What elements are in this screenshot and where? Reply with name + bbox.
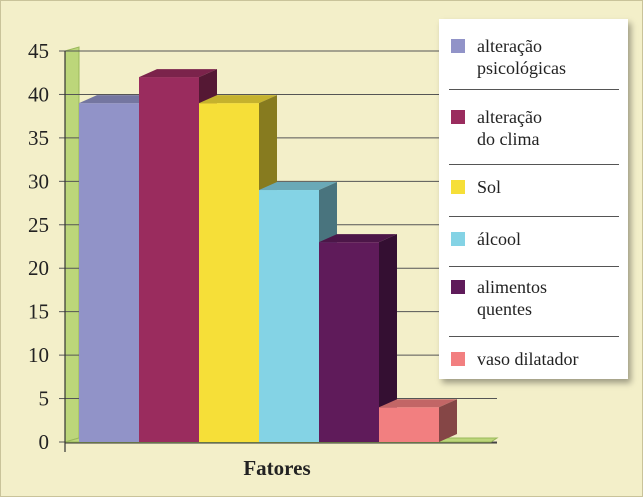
bar-top [139,69,217,78]
legend-swatch [451,110,465,124]
chart-back-wall [64,46,80,443]
bar-top [379,399,457,408]
legend-swatch [451,232,465,246]
legend: alteração psicológicas alteração do clima… [439,19,628,379]
y-tick-label: 30 [28,169,49,193]
bar-front [379,407,439,442]
bar-front [139,77,199,443]
legend-separator [449,216,619,217]
legend-label: Sol [477,177,502,197]
bar-front [259,190,319,442]
bar-front [199,103,259,442]
y-tick-label: 5 [39,387,50,411]
x-axis-label: Fatores [243,456,311,480]
y-tick-label: 20 [28,256,49,280]
bar-top [319,234,397,243]
legend-separator [449,266,619,267]
bar-top [79,95,157,104]
legend-separator [449,89,619,90]
legend-label: vaso dilatador [477,349,579,369]
bar-top [199,95,277,104]
bar [319,234,397,442]
y-tick-label: 40 [28,82,49,106]
legend-label: alimentos quentes [477,277,547,319]
legend-separator [449,336,619,337]
legend-label: alteração psicológicas [477,36,566,78]
bar-top [259,182,337,191]
legend-label: alteração do clima [477,107,542,149]
y-tick-label: 35 [28,126,49,150]
legend-swatch [451,180,465,194]
legend-separator [449,164,619,165]
y-tick-label: 0 [39,430,50,454]
legend-swatch [451,352,465,366]
legend-swatch [451,39,465,53]
y-tick-label: 15 [28,300,49,324]
legend-label: álcool [477,229,521,249]
bar [379,399,457,442]
y-tick-label: 10 [28,343,49,367]
bar-front [79,103,139,442]
legend-swatch [451,280,465,294]
bar-side [439,399,457,442]
bar-side [379,234,397,442]
y-tick-label: 25 [28,213,49,237]
y-tick-label: 45 [28,39,49,63]
bar-front [319,242,379,442]
